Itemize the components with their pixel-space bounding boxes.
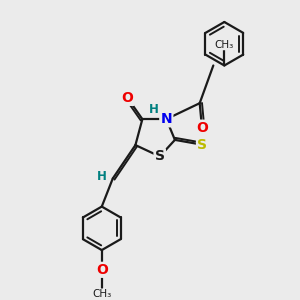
- Text: S: S: [197, 138, 207, 152]
- Text: N: N: [160, 112, 172, 126]
- Text: O: O: [122, 91, 133, 105]
- Text: CH₃: CH₃: [92, 289, 111, 299]
- Text: S: S: [155, 149, 165, 164]
- Text: S: S: [155, 149, 165, 164]
- Text: O: O: [122, 91, 133, 105]
- Text: O: O: [96, 263, 108, 277]
- Text: H: H: [149, 103, 159, 116]
- Text: H: H: [97, 169, 107, 183]
- Text: O: O: [196, 121, 208, 135]
- Text: CH₃: CH₃: [215, 40, 234, 50]
- Text: S: S: [197, 138, 207, 152]
- Text: N: N: [160, 112, 172, 126]
- Text: O: O: [196, 121, 208, 135]
